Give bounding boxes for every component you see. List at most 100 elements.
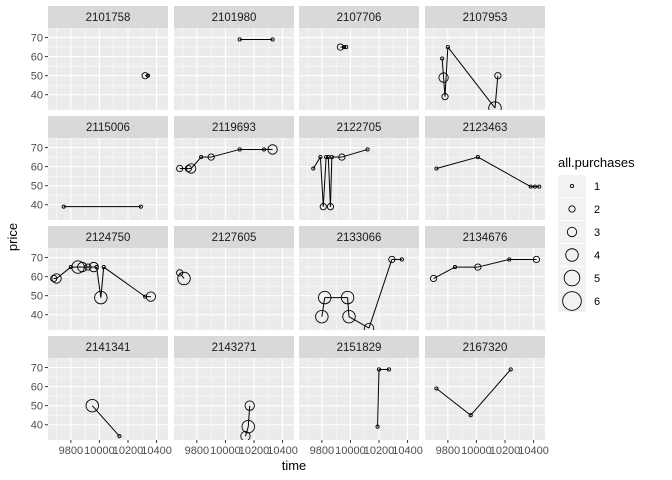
series-line xyxy=(91,405,120,437)
strip-background xyxy=(425,6,545,28)
panel-background xyxy=(48,358,168,440)
data-point xyxy=(143,294,148,299)
series-line xyxy=(56,266,72,279)
y-tick-label: 50 xyxy=(31,181,43,193)
data-point xyxy=(329,155,334,160)
facet-panel: 2124750 xyxy=(48,226,168,330)
facet-panel: 2143271 xyxy=(174,336,294,440)
data-point xyxy=(267,144,278,155)
data-point xyxy=(270,37,275,42)
series-data xyxy=(336,43,349,51)
x-tick-label: 10400 xyxy=(267,445,298,457)
facet-strip-label: 2133066 xyxy=(337,232,382,244)
series-line xyxy=(441,58,445,78)
facet-panel: 2115006 xyxy=(48,116,168,220)
legend-key-background xyxy=(558,244,586,266)
strip-background xyxy=(299,116,419,138)
data-point xyxy=(319,203,327,211)
data-point xyxy=(399,257,404,262)
series-data xyxy=(176,269,191,286)
data-point xyxy=(342,309,356,324)
facet-strip-label: 2107706 xyxy=(337,12,382,24)
facet-panel: 2151829 xyxy=(299,336,419,440)
facet-panel: 2133066 xyxy=(299,226,419,330)
facet-strip-label: 2122705 xyxy=(337,122,382,134)
x-tick-label: 10400 xyxy=(392,445,423,457)
facet-strip-label: 2101758 xyxy=(86,12,131,24)
series-line xyxy=(319,157,324,207)
panel-background xyxy=(299,28,419,110)
y-tick-label: 60 xyxy=(31,162,43,174)
series-data xyxy=(434,155,542,189)
y-tick-label: 70 xyxy=(31,253,43,265)
strip-background xyxy=(174,6,294,28)
facet-strip-label: 2123463 xyxy=(463,122,508,134)
data-point xyxy=(508,367,513,372)
strip-background xyxy=(48,336,168,358)
facet-panel: 2167320 xyxy=(425,336,545,440)
legend-label: 5 xyxy=(594,273,600,285)
legend-label: 1 xyxy=(594,181,600,193)
data-point xyxy=(241,419,255,434)
data-point xyxy=(537,184,542,189)
data-point xyxy=(77,261,88,273)
x-tick-label: 10200 xyxy=(490,445,521,457)
series-line xyxy=(436,156,478,169)
series-line xyxy=(347,297,350,317)
legend-key-background xyxy=(558,198,586,220)
series-data xyxy=(141,72,151,80)
series-line xyxy=(477,156,531,188)
data-point xyxy=(336,43,345,51)
data-point xyxy=(311,166,316,171)
series-line xyxy=(100,267,105,298)
x-tick-label: 10000 xyxy=(210,445,241,457)
strip-background xyxy=(174,116,294,138)
gridlines xyxy=(48,138,168,220)
legend-key-background xyxy=(558,221,586,243)
data-point xyxy=(429,274,438,283)
y-tick-label: 70 xyxy=(31,143,43,155)
y-tick-label: 60 xyxy=(31,382,43,394)
data-point xyxy=(51,273,62,284)
gridlines xyxy=(299,28,419,110)
facet-strip-label: 2119693 xyxy=(212,122,256,134)
facet-strip-label: 2167320 xyxy=(463,342,508,354)
panel-background xyxy=(174,28,294,110)
facet-panel: 2107953 xyxy=(425,6,545,110)
y-tick-label: 40 xyxy=(31,200,43,212)
x-tick-label: 9800 xyxy=(310,445,334,457)
legend-key-background xyxy=(558,290,586,312)
x-tick-label: 10400 xyxy=(141,445,172,457)
data-point xyxy=(341,45,347,50)
series-data xyxy=(50,260,157,305)
facet-strip-label: 2101980 xyxy=(212,12,257,24)
series-line xyxy=(327,157,331,207)
strip-background xyxy=(299,6,419,28)
panel-background xyxy=(48,28,168,110)
data-point xyxy=(315,309,329,324)
panel-background xyxy=(48,138,168,220)
gridlines xyxy=(299,138,419,220)
legend-items: 1 2 3 4 5 6 xyxy=(558,175,600,312)
strip-background xyxy=(48,6,168,28)
series-data xyxy=(237,37,275,42)
x-tick-label: 10400 xyxy=(518,445,549,457)
data-point xyxy=(452,265,458,270)
x-tick-label: 9800 xyxy=(436,445,460,457)
data-point xyxy=(237,147,242,152)
x-tick-label: 10200 xyxy=(113,445,144,457)
facet-strip-label: 2127605 xyxy=(212,232,257,244)
data-point xyxy=(84,263,92,271)
strip-background xyxy=(299,336,419,358)
data-point xyxy=(145,73,151,78)
data-point xyxy=(177,271,191,286)
data-point xyxy=(388,255,396,264)
gridlines xyxy=(174,28,294,110)
x-axis-title: time xyxy=(282,458,307,473)
legend-key-background xyxy=(558,175,586,197)
gridlines xyxy=(48,28,168,110)
x-tick-label: 9800 xyxy=(59,445,83,457)
facet-panel: 2127605 xyxy=(174,226,294,330)
y-tick-label: 40 xyxy=(31,90,43,102)
